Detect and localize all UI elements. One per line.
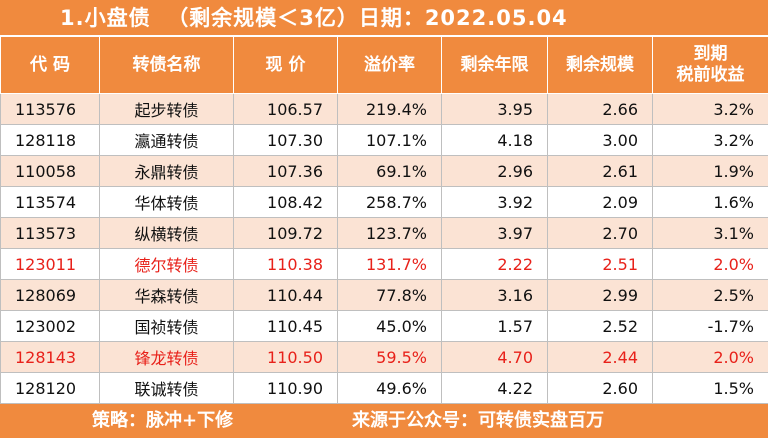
cell-code: 113574: [1, 187, 100, 218]
cell-name: 永鼎转债: [100, 156, 234, 187]
cell-ytm: 2.0%: [653, 342, 768, 373]
cell-name: 瀛通转债: [100, 125, 234, 156]
cell-scale: 2.52: [548, 311, 653, 342]
cell-name: 德尔转债: [100, 249, 234, 280]
cell-premium: 107.1%: [338, 125, 442, 156]
cell-name: 纵横转债: [100, 218, 234, 249]
cell-years: 2.96: [442, 156, 548, 187]
cell-scale: 2.66: [548, 94, 653, 125]
col-header-code: 代 码: [1, 37, 100, 94]
cell-years: 3.16: [442, 280, 548, 311]
cell-years: 2.22: [442, 249, 548, 280]
cell-years: 4.22: [442, 373, 548, 404]
cell-ytm: 1.6%: [653, 187, 768, 218]
cell-code: 113573: [1, 218, 100, 249]
cell-ytm: 3.2%: [653, 94, 768, 125]
cell-scale: 3.00: [548, 125, 653, 156]
cell-years: 4.18: [442, 125, 548, 156]
cell-name: 华体转债: [100, 187, 234, 218]
cell-name: 国祯转债: [100, 311, 234, 342]
cell-price: 108.42: [234, 187, 338, 218]
cell-years: 4.70: [442, 342, 548, 373]
cell-scale: 2.51: [548, 249, 653, 280]
cell-price: 110.50: [234, 342, 338, 373]
col-header-ytm: 到期 税前收益: [653, 37, 768, 94]
cell-years: 3.95: [442, 94, 548, 125]
cell-premium: 69.1%: [338, 156, 442, 187]
cell-premium: 59.5%: [338, 342, 442, 373]
cell-scale: 2.60: [548, 373, 653, 404]
footer-bar: 策略：脉冲+下修 来源于公众号：可转债实盘百万: [0, 404, 768, 438]
col-header-price: 现 价: [234, 37, 338, 94]
cell-years: 1.57: [442, 311, 548, 342]
cell-premium: 131.7%: [338, 249, 442, 280]
cell-years: 3.97: [442, 218, 548, 249]
cell-price: 109.72: [234, 218, 338, 249]
cell-premium: 49.6%: [338, 373, 442, 404]
cell-scale: 2.99: [548, 280, 653, 311]
bond-table: 代 码 转债名称 现 价 溢价率 剩余年限 剩余规模 到期 税前收益 11357…: [0, 36, 768, 404]
cell-price: 110.44: [234, 280, 338, 311]
table-title: 1.小盘债 （剩余规模＜3亿）日期：2022.05.04: [0, 0, 768, 36]
cell-code: 123002: [1, 311, 100, 342]
cell-premium: 77.8%: [338, 280, 442, 311]
cell-code: 123011: [1, 249, 100, 280]
cell-premium: 258.7%: [338, 187, 442, 218]
cell-price: 110.38: [234, 249, 338, 280]
cell-ytm: 2.5%: [653, 280, 768, 311]
cell-ytm: 3.2%: [653, 125, 768, 156]
source-text: 来源于公众号：可转债实盘百万: [352, 404, 604, 438]
table-header-row: 代 码 转债名称 现 价 溢价率 剩余年限 剩余规模 到期 税前收益: [1, 37, 768, 94]
cell-scale: 2.09: [548, 187, 653, 218]
cell-ytm: 3.1%: [653, 218, 768, 249]
col-header-scale: 剩余规模: [548, 37, 653, 94]
cell-price: 107.30: [234, 125, 338, 156]
col-header-premium: 溢价率: [338, 37, 442, 94]
cell-code: 128069: [1, 280, 100, 311]
cell-scale: 2.70: [548, 218, 653, 249]
cell-name: 联诚转债: [100, 373, 234, 404]
cell-scale: 2.44: [548, 342, 653, 373]
col-header-name: 转债名称: [100, 37, 234, 94]
cell-code: 128120: [1, 373, 100, 404]
cell-premium: 45.0%: [338, 311, 442, 342]
cell-price: 110.45: [234, 311, 338, 342]
strategy-text: 策略：脉冲+下修: [92, 404, 233, 438]
cell-name: 锋龙转债: [100, 342, 234, 373]
cell-code: 128118: [1, 125, 100, 156]
cell-ytm: 1.5%: [653, 373, 768, 404]
cell-premium: 123.7%: [338, 218, 442, 249]
cell-price: 110.90: [234, 373, 338, 404]
cell-ytm: 1.9%: [653, 156, 768, 187]
cell-ytm: 2.0%: [653, 249, 768, 280]
cell-premium: 219.4%: [338, 94, 442, 125]
cell-code: 110058: [1, 156, 100, 187]
bond-table-card: 1.小盘债 （剩余规模＜3亿）日期：2022.05.04 代 码 转债名称 现 …: [0, 0, 768, 417]
cell-code: 113576: [1, 94, 100, 125]
col-header-years: 剩余年限: [442, 37, 548, 94]
cell-scale: 2.61: [548, 156, 653, 187]
cell-name: 起步转债: [100, 94, 234, 125]
cell-ytm: -1.7%: [653, 311, 768, 342]
cell-name: 华森转债: [100, 280, 234, 311]
cell-years: 3.92: [442, 187, 548, 218]
cell-price: 106.57: [234, 94, 338, 125]
cell-price: 107.36: [234, 156, 338, 187]
cell-code: 128143: [1, 342, 100, 373]
